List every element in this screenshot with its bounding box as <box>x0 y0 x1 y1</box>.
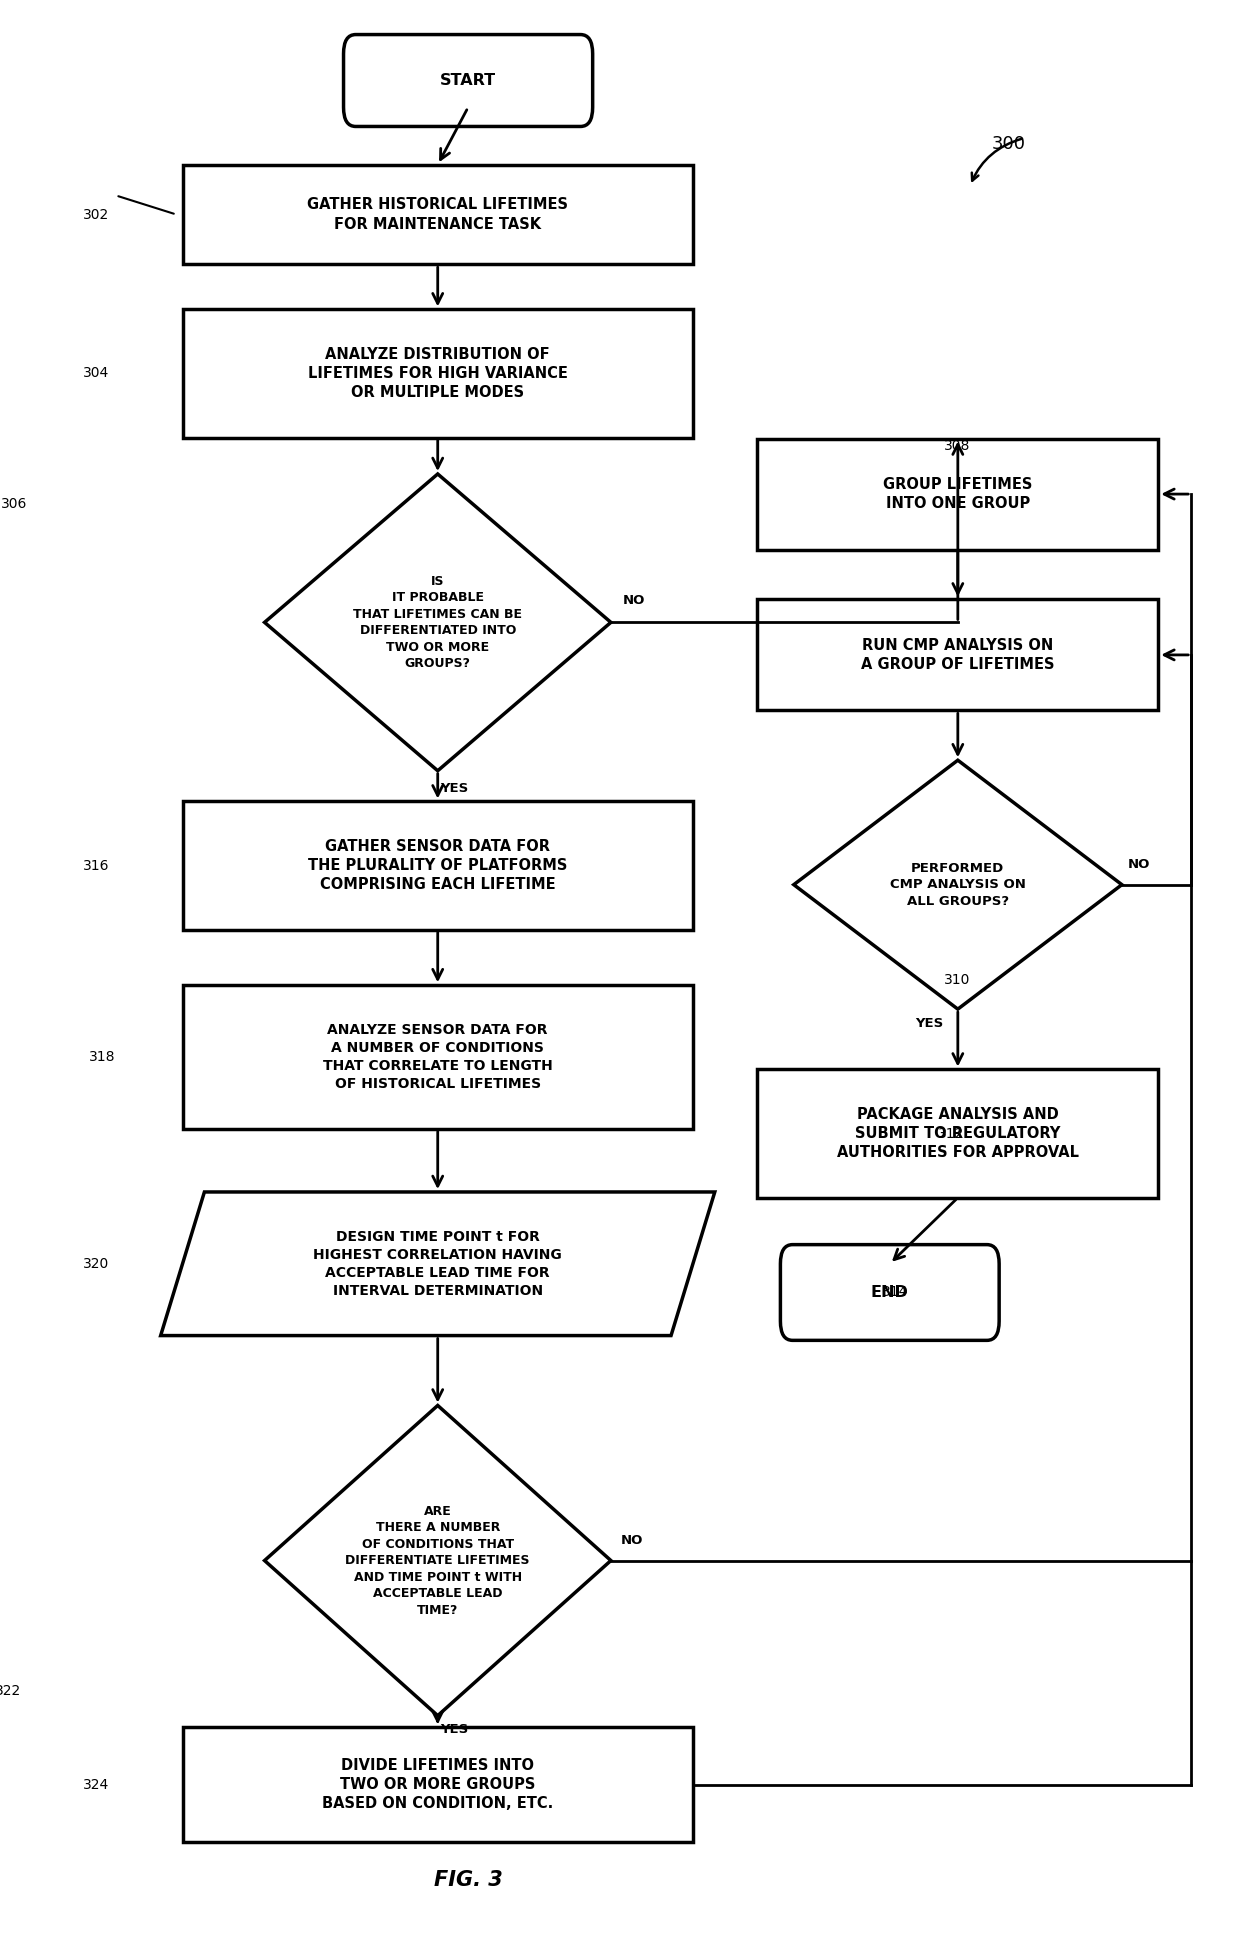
Text: DIVIDE LIFETIMES INTO
TWO OR MORE GROUPS
BASED ON CONDITION, ETC.: DIVIDE LIFETIMES INTO TWO OR MORE GROUPS… <box>322 1758 553 1812</box>
Text: NO: NO <box>1128 859 1151 870</box>
Text: FIG. 3: FIG. 3 <box>434 1870 502 1890</box>
Text: IS
IT PROBABLE
THAT LIFETIMES CAN BE
DIFFERENTIATED INTO
TWO OR MORE
GROUPS?: IS IT PROBABLE THAT LIFETIMES CAN BE DIF… <box>353 574 522 669</box>
Text: NO: NO <box>620 1534 644 1547</box>
FancyBboxPatch shape <box>758 439 1158 549</box>
Text: START: START <box>440 73 496 89</box>
Text: 322: 322 <box>0 1685 21 1698</box>
Text: YES: YES <box>915 1017 944 1029</box>
Text: PERFORMED
CMP ANALYSIS ON
ALL GROUPS?: PERFORMED CMP ANALYSIS ON ALL GROUPS? <box>890 863 1025 907</box>
Polygon shape <box>794 760 1122 1010</box>
FancyBboxPatch shape <box>182 984 693 1129</box>
FancyBboxPatch shape <box>758 1070 1158 1197</box>
FancyBboxPatch shape <box>182 801 693 930</box>
Text: 300: 300 <box>992 135 1025 153</box>
FancyBboxPatch shape <box>780 1245 999 1340</box>
Text: 320: 320 <box>83 1257 109 1271</box>
Text: DESIGN TIME POINT t FOR
HIGHEST CORRELATION HAVING
ACCEPTABLE LEAD TIME FOR
INTE: DESIGN TIME POINT t FOR HIGHEST CORRELAT… <box>314 1230 562 1298</box>
FancyBboxPatch shape <box>182 309 693 437</box>
Text: 306: 306 <box>1 497 27 511</box>
Text: 314: 314 <box>882 1286 908 1300</box>
Text: 312: 312 <box>937 1128 963 1141</box>
Text: 316: 316 <box>83 859 109 872</box>
Text: GATHER HISTORICAL LIFETIMES
FOR MAINTENANCE TASK: GATHER HISTORICAL LIFETIMES FOR MAINTENA… <box>308 197 568 232</box>
Text: END: END <box>870 1284 909 1300</box>
FancyBboxPatch shape <box>343 35 593 126</box>
Text: NO: NO <box>622 594 645 607</box>
Polygon shape <box>264 474 611 772</box>
Text: 308: 308 <box>944 439 970 453</box>
Polygon shape <box>161 1191 714 1336</box>
FancyBboxPatch shape <box>182 1727 693 1841</box>
Text: GATHER SENSOR DATA FOR
THE PLURALITY OF PLATFORMS
COMPRISING EACH LIFETIME: GATHER SENSOR DATA FOR THE PLURALITY OF … <box>308 839 568 892</box>
Text: 324: 324 <box>83 1777 109 1791</box>
Text: YES: YES <box>440 1723 469 1737</box>
Text: PACKAGE ANALYSIS AND
SUBMIT TO REGULATORY
AUTHORITIES FOR APPROVAL: PACKAGE ANALYSIS AND SUBMIT TO REGULATOR… <box>837 1106 1079 1160</box>
Text: ANALYZE SENSOR DATA FOR
A NUMBER OF CONDITIONS
THAT CORRELATE TO LENGTH
OF HISTO: ANALYZE SENSOR DATA FOR A NUMBER OF COND… <box>322 1023 553 1091</box>
Text: 310: 310 <box>944 973 970 988</box>
Text: ARE
THERE A NUMBER
OF CONDITIONS THAT
DIFFERENTIATE LIFETIMES
AND TIME POINT t W: ARE THERE A NUMBER OF CONDITIONS THAT DI… <box>346 1505 529 1617</box>
FancyBboxPatch shape <box>182 164 693 265</box>
FancyBboxPatch shape <box>758 600 1158 710</box>
Text: ANALYZE DISTRIBUTION OF
LIFETIMES FOR HIGH VARIANCE
OR MULTIPLE MODES: ANALYZE DISTRIBUTION OF LIFETIMES FOR HI… <box>308 346 568 400</box>
Polygon shape <box>264 1406 611 1715</box>
Text: RUN CMP ANALYSIS ON
A GROUP OF LIFETIMES: RUN CMP ANALYSIS ON A GROUP OF LIFETIMES <box>861 638 1054 671</box>
Text: 304: 304 <box>83 366 109 381</box>
Text: 302: 302 <box>83 207 109 222</box>
Text: GROUP LIFETIMES
INTO ONE GROUP: GROUP LIFETIMES INTO ONE GROUP <box>883 478 1033 511</box>
Text: 318: 318 <box>89 1050 115 1064</box>
Text: YES: YES <box>440 781 469 795</box>
